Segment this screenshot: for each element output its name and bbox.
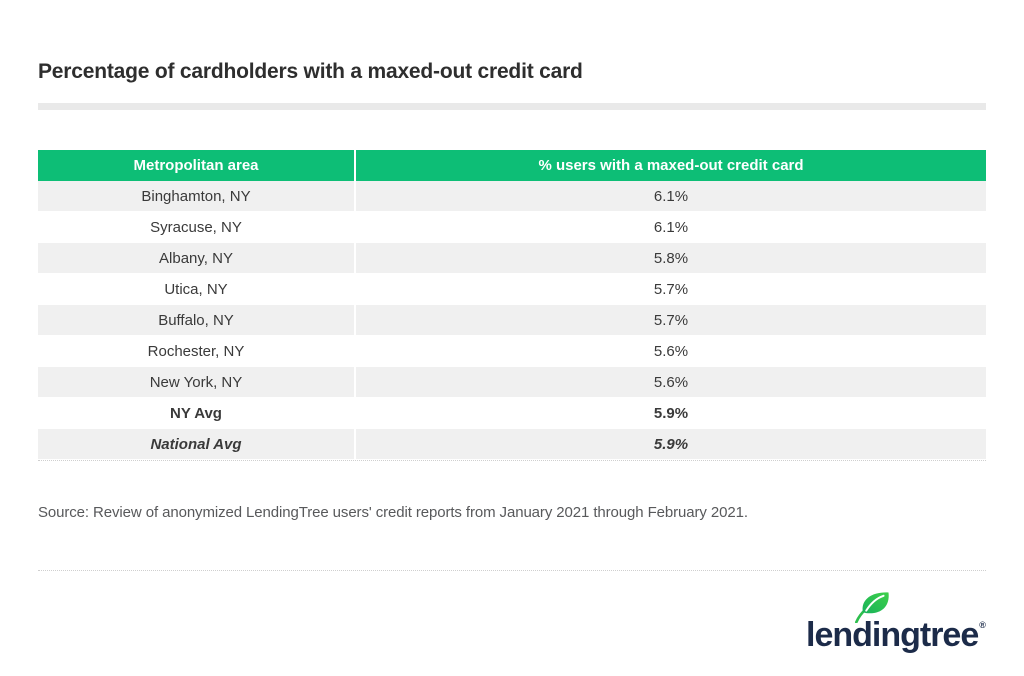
bottom-divider [38,570,986,571]
source-note: Source: Review of anonymized LendingTree… [38,504,748,521]
table-row: Utica, NY 5.7% [38,274,986,305]
registered-mark: ® [979,620,986,630]
metro-area-cell: NY Avg [38,398,356,429]
column-header-metro-area: Metropolitan area [38,150,356,181]
metro-area-cell: National Avg [38,429,356,460]
value-cell: 5.9% [356,429,986,460]
metro-area-cell: Utica, NY [38,274,356,305]
logo-text: lendingtree [806,616,979,654]
metro-area-cell: Rochester, NY [38,336,356,367]
data-table: Metropolitan area % users with a maxed-o… [38,150,986,461]
lendingtree-logo: lendingtree® [806,590,986,652]
table-header: Metropolitan area % users with a maxed-o… [38,150,986,181]
value-cell: 5.9% [356,398,986,429]
metro-area-cell: Binghamton, NY [38,181,356,212]
table-row: NY Avg 5.9% [38,398,986,429]
table-row: Albany, NY 5.8% [38,243,986,274]
metro-area-cell: Buffalo, NY [38,305,356,336]
value-cell: 6.1% [356,181,986,212]
header-row: Metropolitan area % users with a maxed-o… [38,150,986,181]
column-header-maxed-out-pct: % users with a maxed-out credit card [356,150,986,181]
page-title: Percentage of cardholders with a maxed-o… [38,60,583,83]
logo-line: lendingtree® [806,618,986,652]
table-row: Syracuse, NY 6.1% [38,212,986,243]
table-row: National Avg 5.9% [38,429,986,460]
title-divider [38,103,986,110]
value-cell: 6.1% [356,212,986,243]
table-body: Binghamton, NY 6.1% Syracuse, NY 6.1% Albany… [38,181,986,460]
metro-area-cell: Albany, NY [38,243,356,274]
table-row: New York, NY 5.6% [38,367,986,398]
value-cell: 5.7% [356,305,986,336]
value-cell: 5.6% [356,336,986,367]
metro-area-cell: New York, NY [38,367,356,398]
value-cell: 5.6% [356,367,986,398]
leaf-icon [855,592,889,623]
table-row: Rochester, NY 5.6% [38,336,986,367]
table-row: Buffalo, NY 5.7% [38,305,986,336]
metro-area-cell: Syracuse, NY [38,212,356,243]
table-row: Binghamton, NY 6.1% [38,181,986,212]
value-cell: 5.8% [356,243,986,274]
value-cell: 5.7% [356,274,986,305]
